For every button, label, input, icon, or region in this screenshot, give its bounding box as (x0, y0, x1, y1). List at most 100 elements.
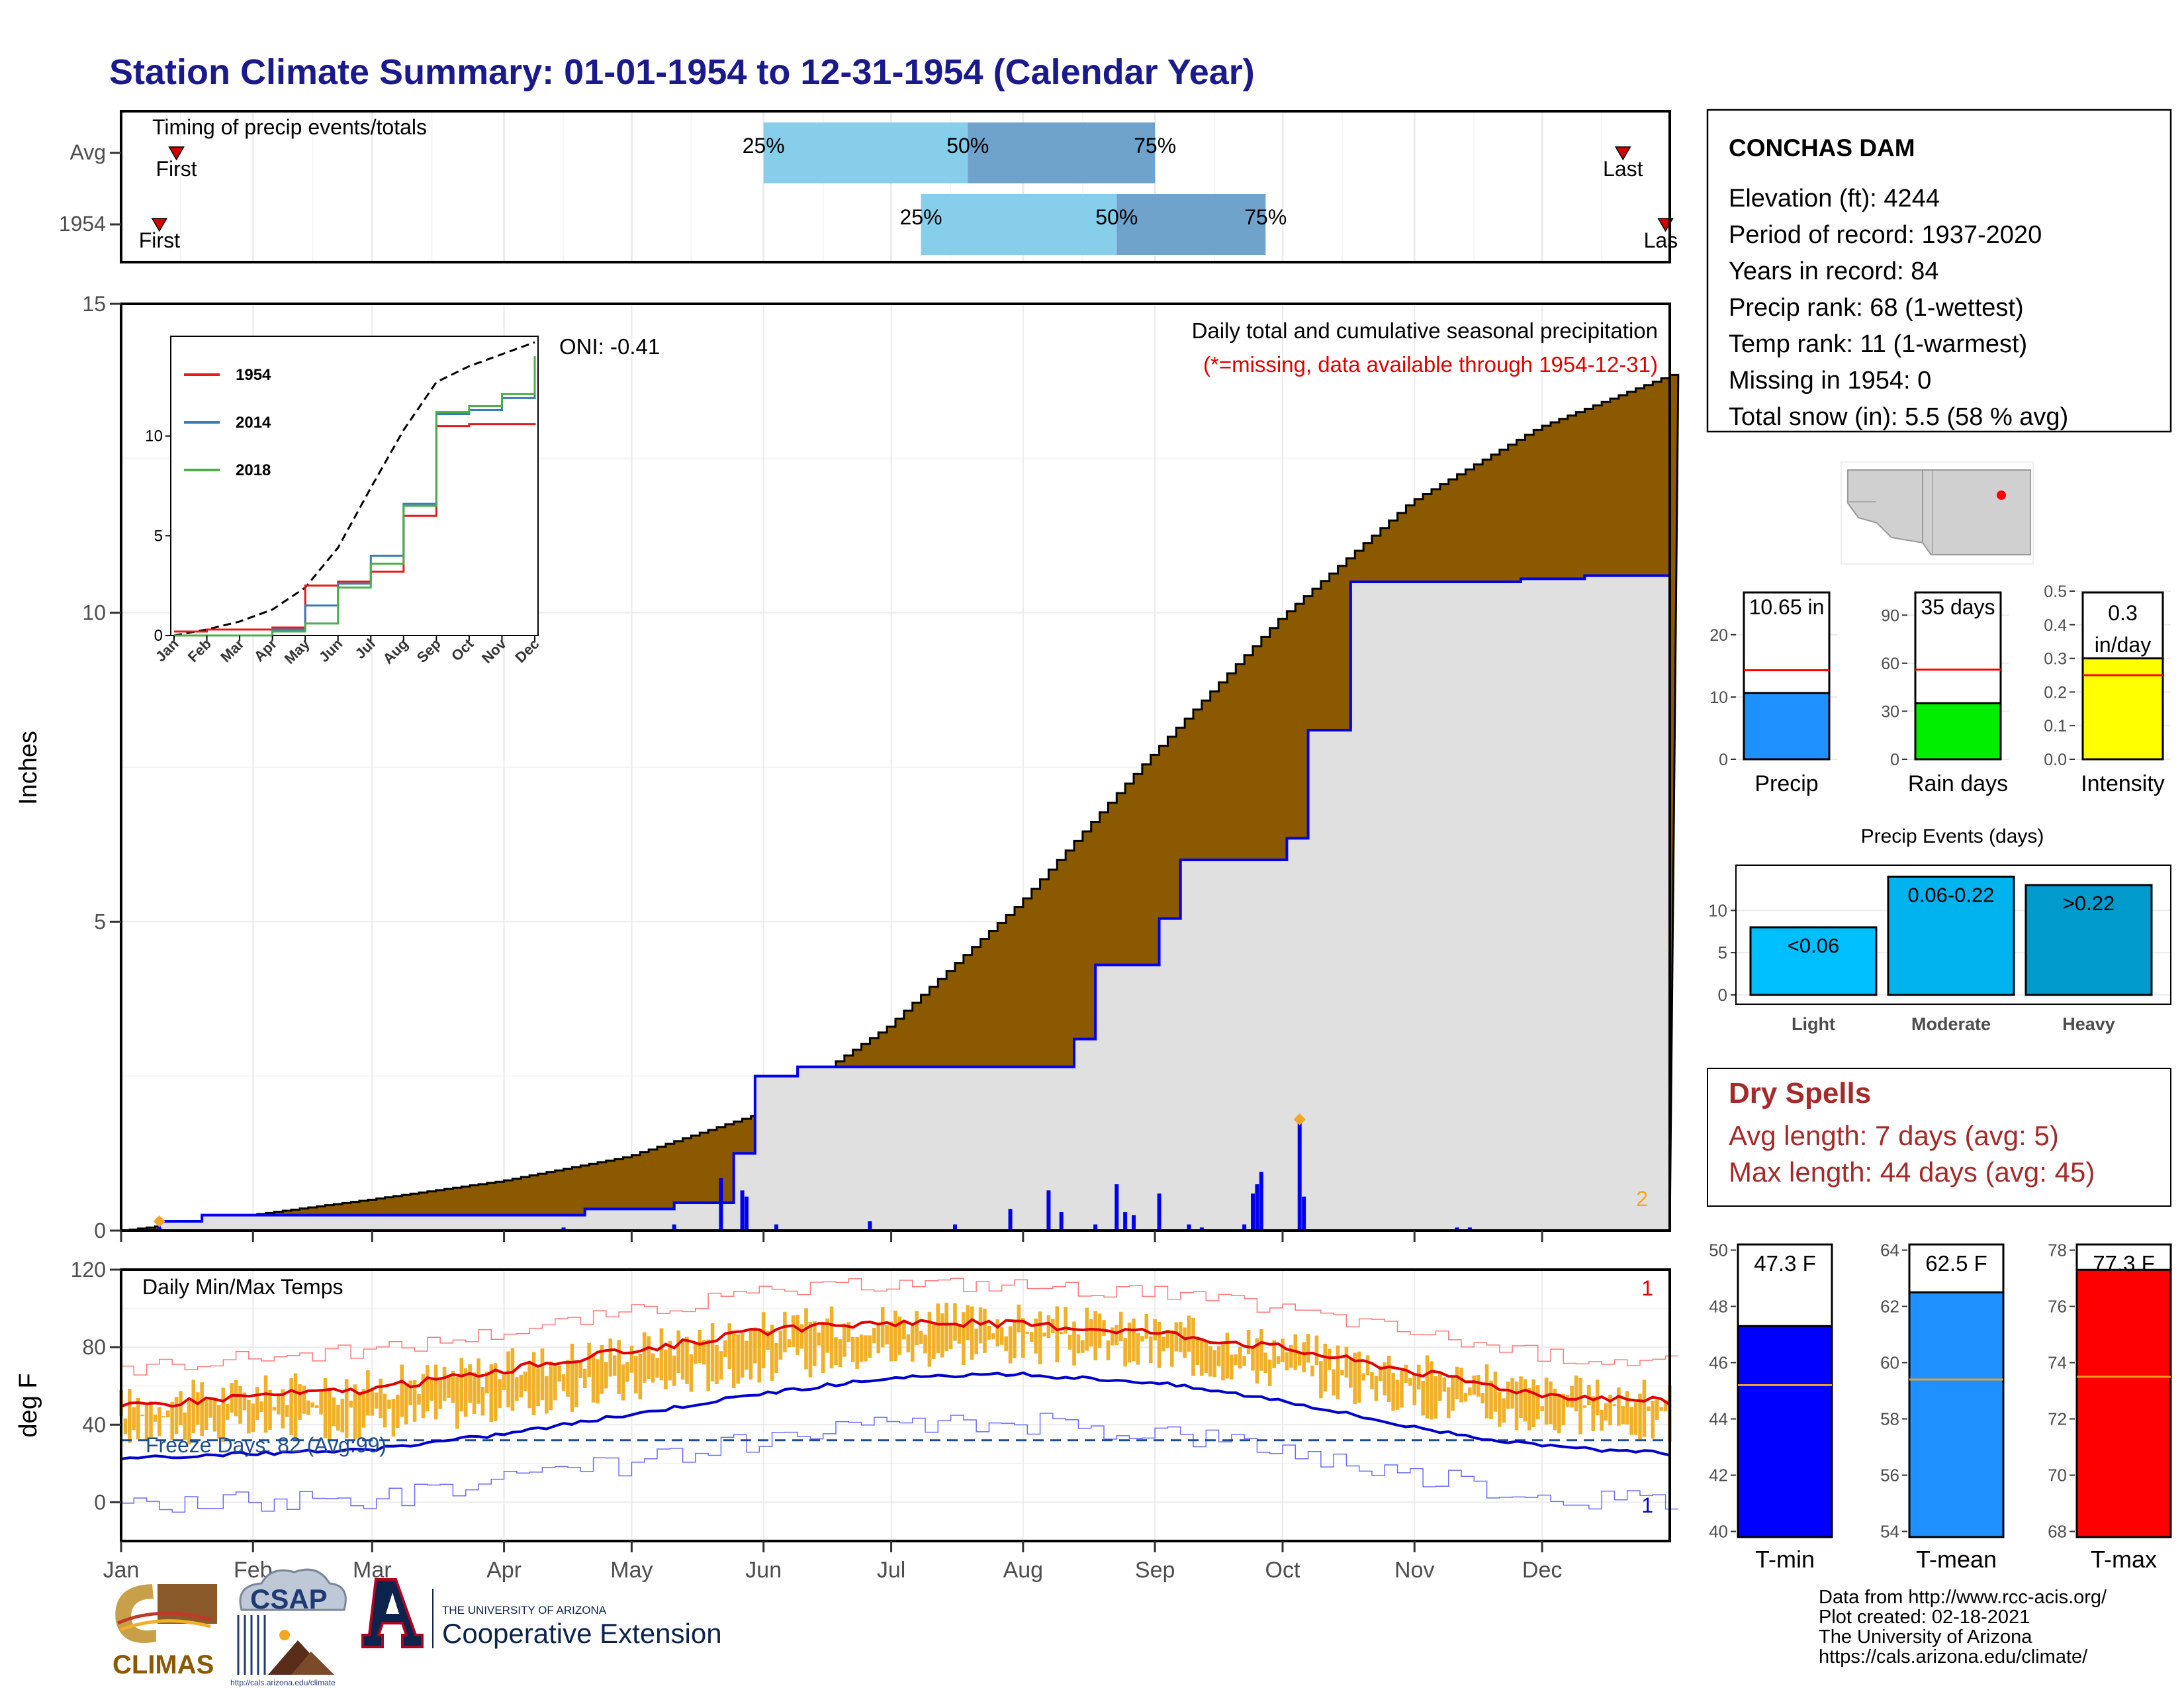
daily-temp-bar (123, 1418, 128, 1434)
daily-temp-bar (842, 1323, 846, 1357)
station-info-line: Precip rank: 68 (1-wettest) (1729, 294, 2024, 322)
mini-bar-ytick-label: 30 (1881, 702, 1899, 721)
daily-temp-bar (489, 1364, 494, 1423)
pct-label-50: 50% (946, 134, 989, 158)
daily-temp-bar (1370, 1372, 1374, 1389)
temp-bar-ytick-label: 64 (1880, 1241, 1899, 1260)
daily-temp-bar (1476, 1375, 1480, 1397)
daily-temp-bar (161, 1416, 166, 1418)
daily-temp-bar (948, 1323, 953, 1350)
daily-temp-bar (1327, 1348, 1332, 1370)
timing-panel: 25% 50% 75% First Last 25% 50% 75% First Las Timi… (59, 110, 1678, 263)
temp-bar-value-bar (1737, 1325, 1833, 1538)
station-info-box: CONCHAS DAM Elevation (ft): 4244 Period o… (1706, 109, 2172, 433)
temp-bar-ytick-label: 76 (2048, 1297, 2067, 1317)
daily-temp-bar (531, 1352, 536, 1415)
month-tick-label: Oct (1265, 1558, 1300, 1583)
daily-temp-bar (1136, 1333, 1140, 1365)
month-tick-label: Apr (486, 1558, 522, 1583)
daily-temp-bar (128, 1389, 132, 1443)
csap-url: http://cals.arizona.edu/climate (230, 1678, 336, 1687)
daily-temp-bar (510, 1348, 515, 1411)
daily-temp-bar (1502, 1398, 1506, 1423)
daily-temp-bar (1029, 1332, 1034, 1342)
daily-temp-bar (864, 1335, 868, 1362)
mini-bar-ytick-label: 60 (1881, 655, 1899, 673)
daily-temp-bar (421, 1374, 426, 1419)
daily-temp-bar (932, 1324, 936, 1359)
daily-temp-bar (259, 1401, 263, 1413)
daily-temp-bar (1115, 1325, 1119, 1346)
daily-temp-bar (872, 1327, 876, 1344)
daily-temp-bar (1251, 1345, 1255, 1371)
first-event-marker (168, 146, 185, 161)
daily-temp-bar (1633, 1402, 1638, 1435)
daily-temp-bar (1540, 1406, 1544, 1411)
precip-title: Daily total and cumulative seasonal prec… (1192, 318, 1658, 343)
daily-temp-bar (944, 1302, 948, 1352)
daily-temp-bar (1038, 1311, 1042, 1365)
daily-temp-bar (1106, 1340, 1111, 1360)
daily-temp-bar (323, 1378, 328, 1438)
daily-precip-bar (1132, 1215, 1136, 1231)
daily-temp-bar (272, 1407, 277, 1411)
daily-temp-bar (1118, 1311, 1123, 1342)
daily-precip-bar (745, 1196, 749, 1231)
daily-temp-bar (1144, 1313, 1149, 1339)
daily-temp-bar (328, 1390, 332, 1442)
daily-temp-bar (357, 1391, 361, 1439)
daily-precip-bar (157, 1227, 161, 1231)
daily-temp-bar (268, 1389, 272, 1430)
avg-min-temp-line (120, 1371, 1670, 1460)
daily-precip-bar (1123, 1212, 1128, 1231)
daily-temp-bar (1472, 1375, 1477, 1395)
daily-temp-bar (225, 1403, 230, 1420)
daily-temp-bar (370, 1389, 375, 1416)
event-bar-label: <0.06 (1788, 934, 1839, 957)
daily-temp-bar (374, 1392, 379, 1409)
daily-temp-bar (314, 1405, 319, 1409)
daily-temp-bar (1549, 1381, 1553, 1425)
temp-bar-tmin: 40 42 44 46 48 50 47.3 F T-min (1709, 1241, 1833, 1573)
daily-temp-bar (1357, 1351, 1361, 1403)
mini-bar-ytick-label: 0.4 (2044, 616, 2067, 635)
first-label: First (139, 228, 180, 252)
daily-temp-bar (1170, 1330, 1174, 1367)
daily-temp-bar (893, 1310, 897, 1362)
daily-temp-bar (1663, 1400, 1668, 1412)
daily-temp-bar (1208, 1346, 1212, 1377)
daily-temp-bar (923, 1335, 927, 1354)
pct-label-25: 25% (743, 134, 785, 158)
daily-temp-bar (578, 1360, 583, 1378)
daily-temp-bar (736, 1334, 740, 1384)
daily-temp-bar (179, 1391, 183, 1425)
daily-temp-bar (651, 1353, 655, 1383)
pct-label-50: 50% (1095, 205, 1138, 229)
mini-bar-ytick-label: 0 (1719, 751, 1728, 769)
daily-temp-bar (400, 1364, 404, 1417)
daily-temp-bar (855, 1336, 859, 1369)
daily-temp-bar (829, 1306, 834, 1369)
inset-legend-label: 2018 (236, 461, 271, 479)
dry-spells-max: Max length: 44 days (avg: 45) (1729, 1156, 2095, 1188)
daily-temp-bar (629, 1345, 634, 1373)
daily-temp-bar (783, 1311, 787, 1352)
daily-temp-bar (672, 1355, 676, 1386)
daily-temp-bar (664, 1349, 668, 1389)
temp-bar-value-bar (1908, 1291, 2005, 1538)
daily-temp-bar (319, 1389, 323, 1415)
daily-temp-bar (1013, 1321, 1017, 1358)
daily-temp-bar (1234, 1354, 1238, 1366)
month-tick-label: Nov (1394, 1558, 1434, 1583)
daily-temp-bar (876, 1322, 881, 1354)
daily-temp-bar (596, 1359, 600, 1404)
daily-temp-bar (1340, 1370, 1344, 1376)
daily-temp-bar (463, 1368, 468, 1417)
daily-temp-bar (1319, 1361, 1323, 1399)
daily-temp-bar (999, 1327, 1004, 1345)
mini-bar-ytick-label: 0.5 (2044, 583, 2067, 601)
pct-label-25: 25% (900, 205, 942, 229)
daily-temp-bar (813, 1321, 817, 1366)
daily-temp-bar (715, 1344, 719, 1384)
